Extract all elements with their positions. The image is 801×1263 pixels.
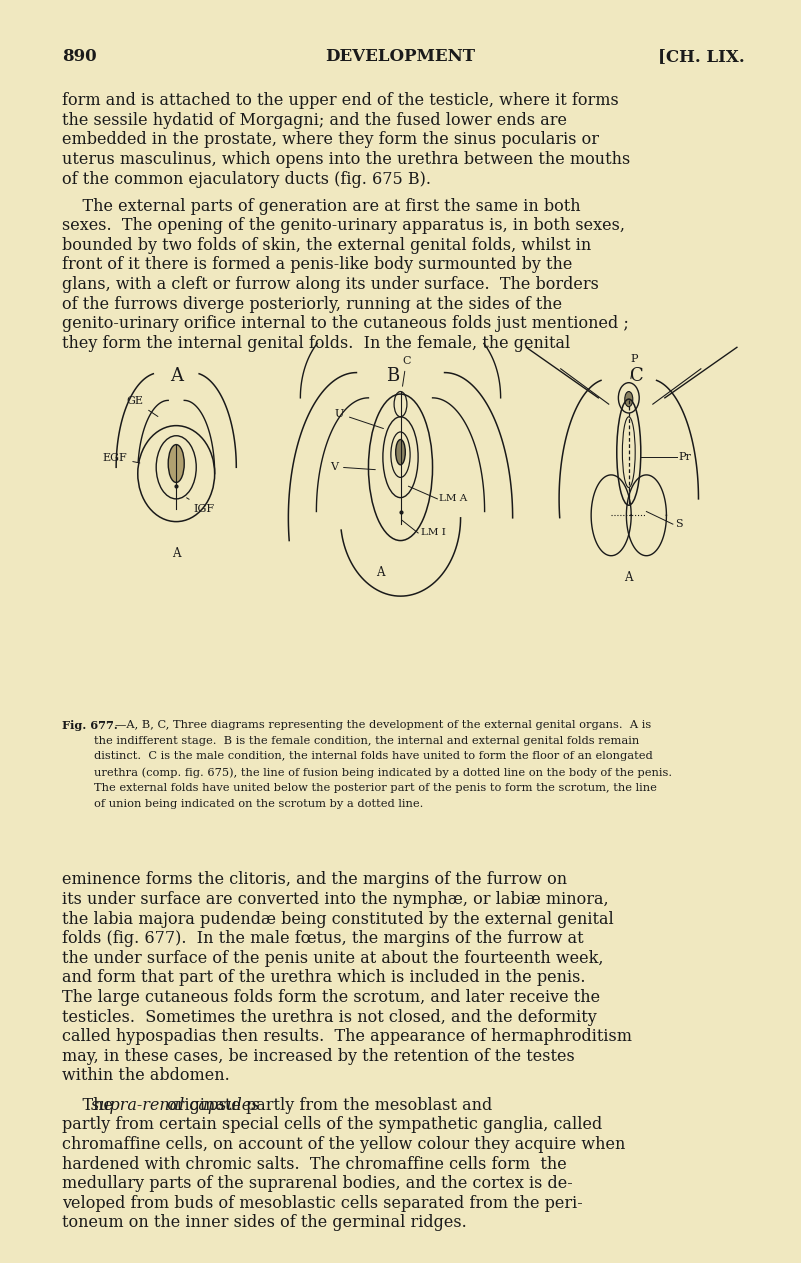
Text: folds (fig. 677).  In the male fœtus, the margins of the furrow at: folds (fig. 677). In the male fœtus, the… xyxy=(62,930,584,947)
Text: of the common ejaculatory ducts (fig. 675 B).: of the common ejaculatory ducts (fig. 67… xyxy=(62,171,431,187)
Text: U: U xyxy=(335,409,384,428)
Text: they form the internal genital folds.  In the female, the genital: they form the internal genital folds. In… xyxy=(62,335,570,351)
Text: V: V xyxy=(330,462,376,472)
Text: the labia majora pudendæ being constituted by the external genital: the labia majora pudendæ being constitut… xyxy=(62,911,614,927)
Text: C: C xyxy=(630,368,644,385)
Text: LM A: LM A xyxy=(439,494,467,504)
Text: called hypospadias then results.  The appearance of hermaphroditism: called hypospadias then results. The app… xyxy=(62,1028,632,1045)
Text: toneum on the inner sides of the germinal ridges.: toneum on the inner sides of the germina… xyxy=(62,1215,467,1231)
Text: 890: 890 xyxy=(62,48,97,64)
Text: Fig. 677.: Fig. 677. xyxy=(62,720,118,731)
Text: uterus masculinus, which opens into the urethra between the mouths: uterus masculinus, which opens into the … xyxy=(62,150,630,168)
Ellipse shape xyxy=(396,440,405,465)
Text: hardened with chromic salts.  The chromaffine cells form  the: hardened with chromic salts. The chromaf… xyxy=(62,1156,567,1172)
Text: urethra (comp. fig. 675), the line of fusion being indicated by a dotted line on: urethra (comp. fig. 675), the line of fu… xyxy=(94,768,672,778)
Text: glans, with a cleft or furrow along its under surface.  The borders: glans, with a cleft or furrow along its … xyxy=(62,275,599,293)
Text: The external parts of generation are at first the same in both: The external parts of generation are at … xyxy=(62,197,581,215)
Text: [CH. LIX.: [CH. LIX. xyxy=(658,48,745,64)
Ellipse shape xyxy=(625,392,633,407)
Text: A: A xyxy=(170,368,183,385)
Text: form and is attached to the upper end of the testicle, where it forms: form and is attached to the upper end of… xyxy=(62,92,618,109)
Text: C: C xyxy=(402,356,411,386)
Text: GE: GE xyxy=(127,397,158,417)
Text: originate partly from the mesoblast and: originate partly from the mesoblast and xyxy=(162,1098,493,1114)
Text: distinct.  C is the male condition, the internal folds have united to form the f: distinct. C is the male condition, the i… xyxy=(94,751,653,762)
Text: its under surface are converted into the nymphæ, or labiæ minora,: its under surface are converted into the… xyxy=(62,892,609,908)
Text: partly from certain special cells of the sympathetic ganglia, called: partly from certain special cells of the… xyxy=(62,1116,602,1133)
Text: veloped from buds of mesoblastic cells separated from the peri-: veloped from buds of mesoblastic cells s… xyxy=(62,1195,583,1211)
Text: and form that part of the urethra which is included in the penis.: and form that part of the urethra which … xyxy=(62,970,586,986)
Text: front of it there is formed a penis-like body surmounted by the: front of it there is formed a penis-like… xyxy=(62,256,573,273)
Text: P: P xyxy=(630,355,638,379)
Text: bounded by two folds of skin, the external genital folds, whilst in: bounded by two folds of skin, the extern… xyxy=(62,236,591,254)
Text: sexes.  The opening of the genito-urinary apparatus is, in both sexes,: sexes. The opening of the genito-urinary… xyxy=(62,217,625,234)
Text: within the abdomen.: within the abdomen. xyxy=(62,1067,230,1084)
Text: of union being indicated on the scrotum by a dotted line.: of union being indicated on the scrotum … xyxy=(94,799,424,808)
Text: The external folds have united below the posterior part of the penis to form the: The external folds have united below the… xyxy=(94,783,657,793)
Text: A: A xyxy=(625,571,633,584)
Text: —A, B, C, Three diagrams representing the development of the external genital or: —A, B, C, Three diagrams representing th… xyxy=(115,720,651,730)
Text: embedded in the prostate, where they form the sinus pocularis or: embedded in the prostate, where they for… xyxy=(62,131,599,148)
Text: of the furrows diverge posteriorly, running at the sides of the: of the furrows diverge posteriorly, runn… xyxy=(62,296,562,312)
Text: EGF: EGF xyxy=(103,453,140,464)
Text: A: A xyxy=(172,547,180,560)
Ellipse shape xyxy=(168,445,184,482)
Text: the indifferent stage.  B is the female condition, the internal and external gen: the indifferent stage. B is the female c… xyxy=(94,735,639,745)
Text: S: S xyxy=(675,519,683,529)
Text: may, in these cases, be increased by the retention of the testes: may, in these cases, be increased by the… xyxy=(62,1048,575,1065)
Text: eminence forms the clitoris, and the margins of the furrow on: eminence forms the clitoris, and the mar… xyxy=(62,871,567,888)
Text: B: B xyxy=(386,368,399,385)
Text: LM I: LM I xyxy=(421,528,445,538)
Text: the under surface of the penis unite at about the fourteenth week,: the under surface of the penis unite at … xyxy=(62,950,603,966)
Text: medullary parts of the suprarenal bodies, and the cortex is de-: medullary parts of the suprarenal bodies… xyxy=(62,1176,573,1192)
Text: the sessile hydatid of Morgagni; and the fused lower ends are: the sessile hydatid of Morgagni; and the… xyxy=(62,112,567,129)
Text: Pr: Pr xyxy=(678,452,691,462)
Text: IGF: IGF xyxy=(187,498,215,514)
Text: chromaffine cells, on account of the yellow colour they acquire when: chromaffine cells, on account of the yel… xyxy=(62,1137,626,1153)
Text: The: The xyxy=(62,1098,118,1114)
Text: A: A xyxy=(376,566,384,578)
Text: testicles.  Sometimes the urethra is not closed, and the deformity: testicles. Sometimes the urethra is not … xyxy=(62,1009,597,1026)
Text: The large cutaneous folds form the scrotum, and later receive the: The large cutaneous folds form the scrot… xyxy=(62,989,600,1005)
Text: DEVELOPMENT: DEVELOPMENT xyxy=(325,48,476,64)
Text: genito-urinary orifice internal to the cutaneous folds just mentioned ;: genito-urinary orifice internal to the c… xyxy=(62,314,629,332)
Text: supra-renal capsules: supra-renal capsules xyxy=(91,1098,259,1114)
